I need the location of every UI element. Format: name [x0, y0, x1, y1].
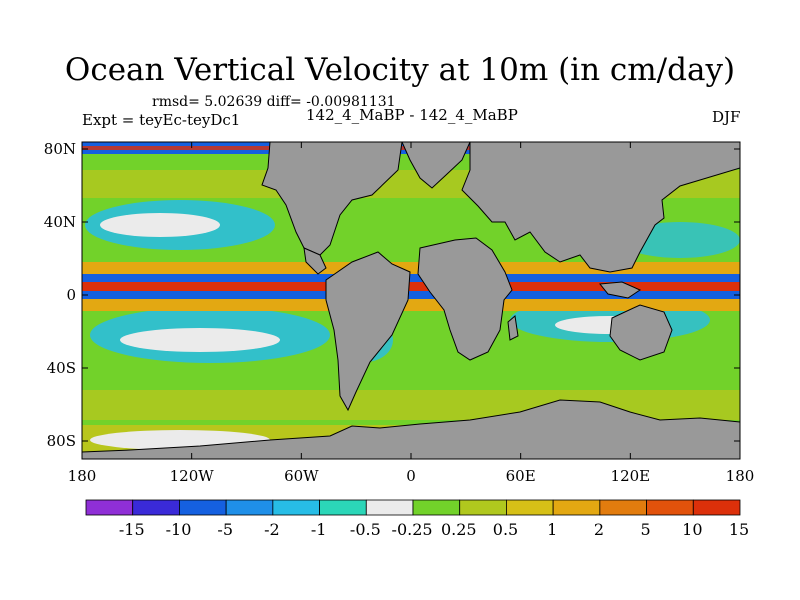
colorbar-label: -0.5 — [350, 520, 381, 539]
colorbar — [85, 499, 741, 516]
greenland — [401, 142, 471, 189]
colorbar-labels: -15 -10 -5 -2 -1 -0.5 -0.25 0.25 0.5 1 2 5 10 15 — [119, 520, 749, 539]
season-label: DJF — [712, 108, 741, 126]
map-title: Ocean Vertical Velocity at 10m (in cm/da… — [64, 52, 736, 88]
ocean-velocity-field — [82, 142, 740, 459]
colorbar-label: -10 — [166, 520, 192, 539]
lon-tick-label: 0 — [406, 467, 416, 485]
colorbar-swatch — [646, 499, 694, 516]
central-america — [303, 247, 327, 275]
lat-tick-label: 40S — [47, 359, 76, 377]
antarctica — [82, 399, 740, 459]
colorbar-label: 10 — [682, 520, 702, 539]
australia — [609, 304, 673, 361]
colorbar-swatch — [365, 499, 414, 516]
colorbar-label: -1 — [311, 520, 327, 539]
comparison-label: 142_4_MaBP - 142_4_MaBP — [306, 106, 518, 124]
lat-tick-label: 80S — [47, 432, 76, 450]
land-masses — [82, 142, 740, 459]
colorbar-swatch — [506, 499, 554, 516]
colorbar-label: -0.25 — [392, 520, 433, 539]
colorbar-swatch — [599, 499, 647, 516]
colorbar-label: -2 — [264, 520, 280, 539]
maritime-continent — [599, 281, 642, 299]
colorbar-label: 2 — [594, 520, 604, 539]
colorbar-swatch — [85, 499, 134, 516]
lon-tick-label: 180 — [726, 467, 755, 485]
colorbar-label: 0.25 — [441, 520, 477, 539]
equatorial-flank-s — [82, 299, 740, 311]
lat-tick-label: 40N — [44, 213, 76, 231]
lon-tick-label: 180 — [68, 467, 97, 485]
colorbar-swatch — [319, 499, 367, 516]
lon-tick-label: 60E — [506, 467, 536, 485]
colorbar-swatch — [692, 499, 741, 516]
lat-tick-label: 80N — [44, 140, 76, 158]
plot-area — [82, 142, 740, 459]
north-pacific-gyre-core — [100, 213, 220, 237]
colorbar-swatch — [552, 499, 601, 516]
madagascar — [507, 315, 519, 341]
lon-tick-label: 120W — [170, 467, 215, 485]
eurasia — [461, 142, 740, 273]
colorbar-swatch — [412, 499, 461, 516]
africa — [417, 237, 513, 361]
colorbar-label: -5 — [217, 520, 233, 539]
experiment-label: Expt = teyEc-teyDc1 — [82, 111, 241, 129]
colorbar-label: 5 — [641, 520, 651, 539]
rmsd-diff-stats: rmsd= 5.02639 diff= -0.00981131 — [152, 94, 396, 110]
longitude-axis: 180 120W 60W 0 60E 120E 180 — [68, 142, 755, 485]
colorbar-swatch — [179, 499, 227, 516]
colorbar-label: 15 — [729, 520, 749, 539]
lon-tick-label: 60W — [284, 467, 319, 485]
colorbar-swatch — [272, 499, 320, 516]
lon-tick-label: 120E — [611, 467, 651, 485]
colorbar-swatch — [459, 499, 507, 516]
colorbar-swatch — [225, 499, 274, 516]
equatorial-upwelling — [82, 282, 740, 291]
lat-tick-label: 0 — [66, 286, 76, 304]
colorbar-label: 1 — [547, 520, 557, 539]
south-pacific-gyre-core — [120, 328, 280, 352]
equatorial-flank-n — [82, 262, 740, 274]
colorbar-swatch — [132, 499, 180, 516]
latitude-axis: 80N 40N 0 40S 80S — [44, 140, 740, 450]
south-america — [325, 251, 411, 412]
colorbar-label: -15 — [119, 520, 145, 539]
equatorial-downwelling-s — [82, 291, 740, 299]
equatorial-downwelling-n — [82, 274, 740, 282]
colorbar-label: 0.5 — [493, 520, 518, 539]
